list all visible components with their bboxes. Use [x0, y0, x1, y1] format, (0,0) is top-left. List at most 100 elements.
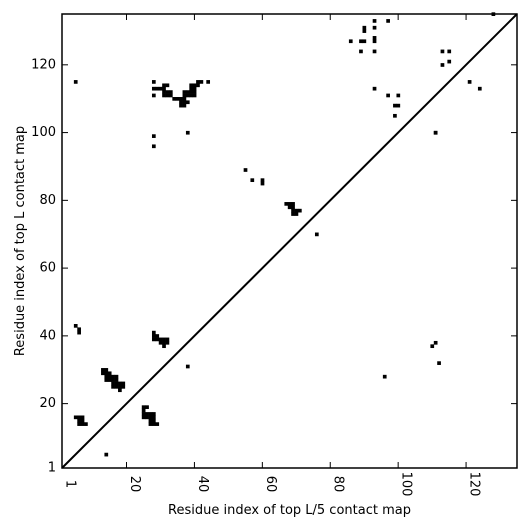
upper-contact-cell: [168, 90, 173, 94]
upper-contact-cell: [151, 144, 156, 149]
lower-contact-cell: [114, 374, 119, 379]
upper-contact-cell: [185, 100, 190, 105]
upper-contact-cell: [393, 103, 397, 108]
upper-contact-cell: [192, 83, 197, 88]
lower-contact-cell: [80, 422, 85, 426]
upper-contact-cell: [243, 168, 248, 172]
upper-contact-cell: [359, 39, 363, 44]
lower-contact-cell: [145, 412, 149, 416]
lower-contact-cell: [148, 412, 153, 416]
upper-contact-cell: [182, 97, 187, 101]
lower-contact-cell: [155, 334, 160, 338]
lower-contact-cell: [114, 381, 119, 386]
upper-contact-cell: [165, 90, 170, 94]
upper-contact-cell: [348, 39, 353, 44]
lower-contact-cell: [80, 418, 85, 423]
upper-contact-cell: [386, 93, 390, 98]
lower-contact-cell: [84, 422, 88, 426]
lower-contact-cell: [111, 378, 115, 382]
y-tick-label: 40: [39, 328, 56, 343]
y-tick-label: 20: [39, 396, 56, 411]
lower-contact-cell: [121, 384, 126, 389]
lower-contact-cell: [141, 412, 146, 416]
upper-contact-cell: [185, 93, 190, 98]
upper-contact-cell: [372, 36, 377, 40]
upper-contact-cell: [172, 97, 177, 101]
upper-contact-cell: [440, 63, 445, 67]
upper-left-contact-cells: [73, 12, 496, 237]
lower-contact-cell: [101, 368, 105, 372]
upper-contact-cell: [250, 178, 255, 183]
upper-contact-cell: [199, 80, 204, 84]
upper-contact-cell: [192, 93, 197, 98]
lower-contact-cell: [77, 327, 81, 332]
upper-contact-cell: [158, 86, 163, 91]
upper-contact-cell: [467, 80, 472, 84]
lower-contact-cell: [151, 330, 156, 335]
y-tick-label: 60: [39, 261, 56, 276]
upper-contact-cell: [179, 103, 183, 108]
lower-contact-cell: [148, 418, 153, 423]
upper-contact-cell: [192, 90, 197, 94]
upper-contact-cell: [433, 130, 438, 135]
lower-contact-cell: [111, 381, 115, 386]
lower-contact-cell: [382, 374, 387, 379]
upper-contact-cell: [393, 113, 397, 118]
upper-contact-cell: [447, 49, 452, 54]
x-axis-label: Residue index of top L/5 contact map: [168, 503, 411, 518]
lower-contact-cell: [104, 371, 109, 376]
upper-contact-cell: [396, 93, 401, 98]
upper-contact-cell: [386, 19, 390, 23]
upper-contact-cell: [182, 100, 187, 105]
plot-frame: [61, 13, 518, 469]
upper-contact-cell: [284, 202, 289, 206]
upper-contact-cell: [185, 90, 190, 94]
lower-contact-cell: [165, 340, 170, 345]
upper-contact-cell: [440, 49, 445, 54]
lower-contact-cell: [151, 418, 156, 423]
lower-contact-cell: [111, 384, 115, 389]
upper-contact-cell: [165, 83, 170, 88]
lower-contact-cell: [162, 344, 166, 349]
y-tick-label: 100: [31, 125, 56, 140]
lower-contact-cell: [114, 384, 119, 389]
upper-contact-cell: [162, 86, 166, 91]
upper-contact-cell: [189, 93, 194, 98]
y-axis-label: Residue index of top L contact map: [13, 126, 28, 356]
lower-contact-cell: [151, 412, 156, 416]
lower-contact-cell: [77, 330, 81, 335]
upper-contact-cell: [189, 90, 194, 94]
diagonal-line: [61, 13, 518, 469]
lower-contact-cell: [151, 422, 156, 426]
upper-contact-cell: [372, 86, 377, 91]
upper-contact-cell: [372, 25, 377, 30]
upper-contact-cell: [151, 80, 156, 84]
y-tick-label: 120: [31, 57, 56, 72]
lower-contact-cell: [148, 415, 153, 420]
upper-contact-cell: [182, 90, 187, 94]
lower-contact-cell: [77, 422, 81, 426]
y-tick-label: 1: [48, 461, 56, 476]
lower-contact-cell: [148, 422, 153, 426]
upper-contact-cell: [260, 178, 265, 183]
lower-contact-cell: [73, 415, 78, 420]
upper-contact-cell: [196, 80, 200, 84]
upper-contact-cell: [447, 59, 452, 64]
upper-contact-cell: [291, 202, 295, 206]
lower-contact-cell: [104, 452, 109, 457]
lower-contact-cell: [141, 405, 146, 410]
upper-contact-cell: [291, 205, 295, 210]
lower-contact-cell: [158, 340, 163, 345]
upper-contact-cell: [175, 97, 180, 101]
upper-contact-cell: [294, 208, 299, 213]
lower-contact-cell: [104, 368, 109, 372]
upper-contact-cell: [362, 25, 367, 30]
lower-contact-cell: [145, 415, 149, 420]
lower-contact-cell: [145, 405, 149, 410]
upper-contact-cell: [359, 49, 363, 54]
upper-contact-cell: [189, 83, 194, 88]
upper-contact-cell: [362, 39, 367, 44]
lower-contact-cell: [77, 415, 81, 420]
lower-contact-cell: [118, 388, 122, 393]
x-tick-label: 80: [331, 476, 346, 493]
